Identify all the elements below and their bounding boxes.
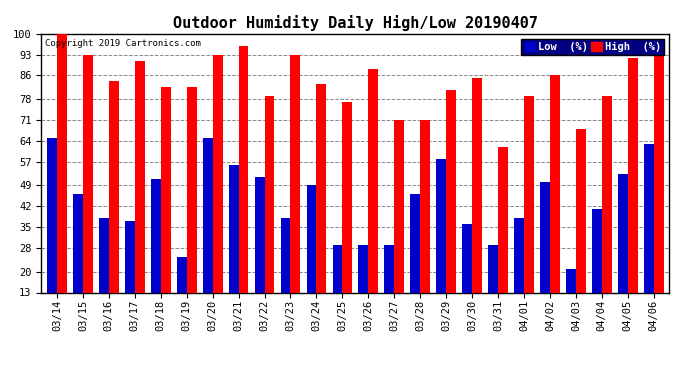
Bar (359, 245, 368, 292)
Bar (498, 147, 508, 292)
Bar (255, 177, 264, 292)
Bar (644, 144, 653, 292)
Bar (264, 96, 275, 292)
Bar (281, 218, 290, 292)
Bar (151, 180, 161, 292)
Bar (394, 120, 404, 292)
Bar (524, 96, 534, 292)
Bar (83, 55, 92, 292)
Bar (462, 224, 472, 292)
Bar (306, 185, 317, 292)
Bar (177, 257, 187, 292)
Bar (125, 221, 135, 292)
Bar (187, 87, 197, 292)
Bar (161, 87, 170, 292)
Bar (99, 218, 109, 292)
Bar (342, 102, 352, 292)
Bar (47, 138, 57, 292)
Bar (618, 174, 628, 292)
Title: Outdoor Humidity Daily High/Low 20190407: Outdoor Humidity Daily High/Low 20190407 (173, 15, 538, 31)
Bar (135, 60, 145, 292)
Bar (290, 55, 300, 292)
Bar (489, 245, 498, 292)
Bar (368, 69, 378, 292)
Bar (514, 218, 524, 292)
Bar (592, 209, 602, 292)
Bar (228, 165, 239, 292)
Bar (239, 46, 248, 292)
Bar (446, 90, 456, 292)
Bar (576, 129, 586, 292)
Bar (317, 84, 326, 292)
Bar (653, 49, 664, 292)
Bar (333, 245, 342, 292)
Bar (436, 159, 446, 292)
Bar (411, 194, 420, 292)
Legend: Low  (%), High  (%): Low (%), High (%) (522, 39, 664, 55)
Bar (602, 96, 612, 292)
Bar (73, 194, 83, 292)
Bar (472, 78, 482, 292)
Bar (540, 183, 550, 292)
Bar (628, 57, 638, 292)
Bar (57, 34, 67, 292)
Bar (550, 75, 560, 292)
Bar (109, 81, 119, 292)
Bar (203, 138, 213, 292)
Bar (566, 269, 576, 292)
Bar (213, 55, 222, 292)
Bar (420, 120, 430, 292)
Text: Copyright 2019 Cartronics.com: Copyright 2019 Cartronics.com (45, 39, 200, 48)
Bar (384, 245, 394, 292)
